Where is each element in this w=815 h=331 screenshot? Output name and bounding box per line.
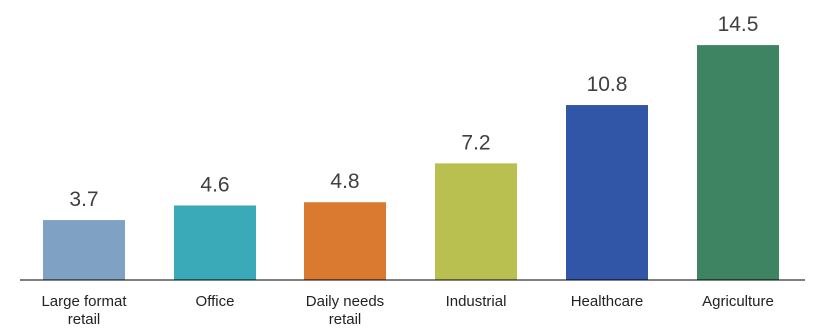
x-tick-label-line: Large format bbox=[41, 293, 127, 310]
bar-large-format-retail bbox=[43, 220, 125, 280]
value-label: 3.7 bbox=[69, 188, 98, 211]
bar-agriculture bbox=[697, 45, 779, 280]
x-tick-label-line: Healthcare bbox=[571, 293, 644, 310]
x-tick-label: Agriculture bbox=[702, 293, 774, 310]
x-tick-label: Large format retail bbox=[41, 293, 127, 328]
x-tick-label-line: Daily needs bbox=[306, 293, 384, 310]
x-tick-label: Healthcare bbox=[571, 293, 644, 310]
bar-daily-needs-retail bbox=[304, 202, 386, 280]
x-tick-label: Office bbox=[196, 293, 235, 310]
value-labels-group: 3.7 4.6 4.8 7.2 10.8 14.5 bbox=[69, 13, 758, 211]
x-tick-label: Industrial bbox=[446, 293, 507, 310]
bars-group bbox=[43, 45, 779, 280]
x-tick-label: Daily needs retail bbox=[306, 293, 384, 328]
bar-office bbox=[174, 205, 256, 280]
value-label: 10.8 bbox=[587, 73, 628, 96]
bar-healthcare bbox=[566, 105, 648, 280]
value-label: 7.2 bbox=[461, 131, 490, 154]
value-label: 4.6 bbox=[200, 173, 229, 196]
x-tick-label-line: retail bbox=[329, 311, 362, 328]
x-tick-label-line: Agriculture bbox=[702, 293, 774, 310]
x-tick-label-line: Office bbox=[196, 293, 235, 310]
bar-industrial bbox=[435, 163, 517, 280]
value-label: 4.8 bbox=[330, 170, 359, 193]
x-tick-label-line: Industrial bbox=[446, 293, 507, 310]
value-label: 14.5 bbox=[718, 13, 759, 36]
x-tick-label-line: retail bbox=[68, 311, 101, 328]
